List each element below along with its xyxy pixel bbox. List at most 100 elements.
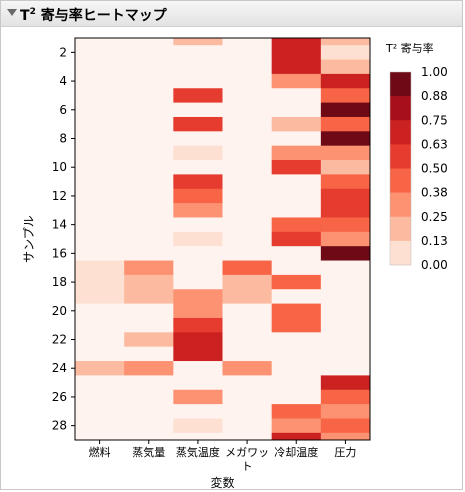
heatmap-cell [75, 332, 125, 348]
heatmap-cell [271, 375, 322, 391]
heatmap-cell [222, 45, 273, 60]
heatmap-cell [173, 246, 223, 261]
heatmap-cell [222, 102, 273, 118]
heatmap-cell [173, 274, 223, 290]
heatmap-cell [271, 203, 322, 218]
heatmap-cell [222, 203, 273, 218]
heatmap-cell [320, 317, 370, 333]
heatmap-cell [271, 260, 322, 276]
heatmap-cell [320, 38, 370, 46]
heatmap-cell [271, 432, 322, 440]
heatmap-cell [75, 418, 125, 434]
heatmap-cell [320, 145, 370, 161]
heatmap-cell [75, 160, 125, 175]
heatmap-cell [124, 38, 174, 46]
heatmap-cell [124, 145, 174, 161]
plot-frame [74, 37, 371, 441]
heatmap-cell [124, 404, 174, 419]
heatmap-cell [222, 88, 273, 104]
heatmap-cell [173, 260, 223, 276]
heatmap-cell [124, 289, 174, 305]
legend-tick-label: 0.13 [421, 234, 448, 248]
heatmap-cell [320, 203, 370, 218]
x-axis-title: 変数 [210, 475, 234, 490]
heatmap-cell [173, 389, 223, 405]
heatmap-cell [75, 246, 125, 261]
heatmap-cell [320, 59, 370, 75]
heatmap-cell [222, 375, 273, 391]
heatmap-cell [124, 160, 174, 175]
x-tick-label: ト [242, 460, 253, 473]
heatmap-cell [75, 404, 125, 419]
heatmap-cell [271, 332, 322, 348]
heatmap-cell [75, 289, 125, 305]
legend-swatch [390, 96, 411, 121]
heatmap-cell [271, 231, 322, 247]
y-tick-label: 26 [52, 390, 67, 404]
heatmap-cell [320, 332, 370, 348]
heatmap-cell [173, 432, 223, 440]
heatmap-cell [320, 188, 370, 204]
heatmap-cell [173, 317, 223, 333]
heatmap-cell [271, 73, 322, 89]
heatmap-cell [271, 389, 322, 405]
legend-swatch [390, 72, 411, 97]
title-main: 寄与率ヒートマップ [35, 8, 167, 24]
heatmap-cell [75, 102, 125, 118]
heatmap-cell [75, 116, 125, 132]
outline-title-bar[interactable]: T2 寄与率ヒートマップ [1, 1, 462, 27]
legend-swatch [390, 168, 411, 193]
y-tick-label: 16 [52, 246, 67, 260]
x-tick-label: 燃料 [89, 445, 111, 459]
title-prefix: T [20, 8, 30, 24]
disclosure-triangle-icon[interactable] [7, 9, 17, 16]
heatmap-cell [173, 404, 223, 419]
legend-swatch [390, 144, 411, 169]
heatmap-cell [124, 361, 174, 376]
heatmap-cell [271, 38, 322, 46]
legend-tick-label: 0.38 [421, 186, 448, 200]
heatmap-cell [75, 88, 125, 104]
heatmap-cell [271, 246, 322, 261]
heatmap-cell [271, 116, 322, 132]
heatmap-cell [173, 160, 223, 175]
heatmap-cell [75, 375, 125, 391]
heatmap-cell [222, 59, 273, 75]
x-tick-label: 圧力 [334, 446, 356, 459]
legend-tick-label: 0.00 [421, 258, 448, 272]
heatmap-cell [222, 260, 273, 276]
heatmap-cell [173, 88, 223, 104]
heatmap-cell [320, 418, 370, 434]
heatmap-cell [222, 332, 273, 348]
y-tick-label: 4 [59, 74, 67, 88]
heatmap-cell [320, 160, 370, 175]
heatmap-cell [124, 346, 174, 362]
legend-frame [389, 71, 412, 266]
heatmap-cell [124, 260, 174, 276]
heatmap-cell [124, 389, 174, 405]
heatmap-cell [75, 389, 125, 405]
heatmap-cell [75, 303, 125, 319]
heatmap-cell [124, 59, 174, 75]
heatmap-cell [320, 361, 370, 376]
heatmap-cell [271, 160, 322, 175]
heatmap-cell [124, 274, 174, 290]
y-tick-label: 2 [59, 45, 67, 59]
report-title: T2 寄与率ヒートマップ [20, 5, 167, 25]
heatmap-cell [75, 346, 125, 362]
heatmap-cell [173, 332, 223, 348]
heatmap-cell [320, 131, 370, 147]
heatmap-cell [124, 217, 174, 233]
heatmap-cell [124, 418, 174, 434]
heatmap-cell [222, 188, 273, 204]
heatmap-cell [124, 332, 174, 348]
heatmap-cell [222, 73, 273, 89]
heatmap-cell [75, 38, 125, 46]
heatmap-cell [75, 131, 125, 147]
heatmap-cell [222, 38, 273, 46]
heatmap-cell [173, 217, 223, 233]
heatmap-cell [222, 432, 273, 440]
x-tick-label: メガワッ [225, 446, 269, 459]
heatmap-cell [271, 88, 322, 104]
